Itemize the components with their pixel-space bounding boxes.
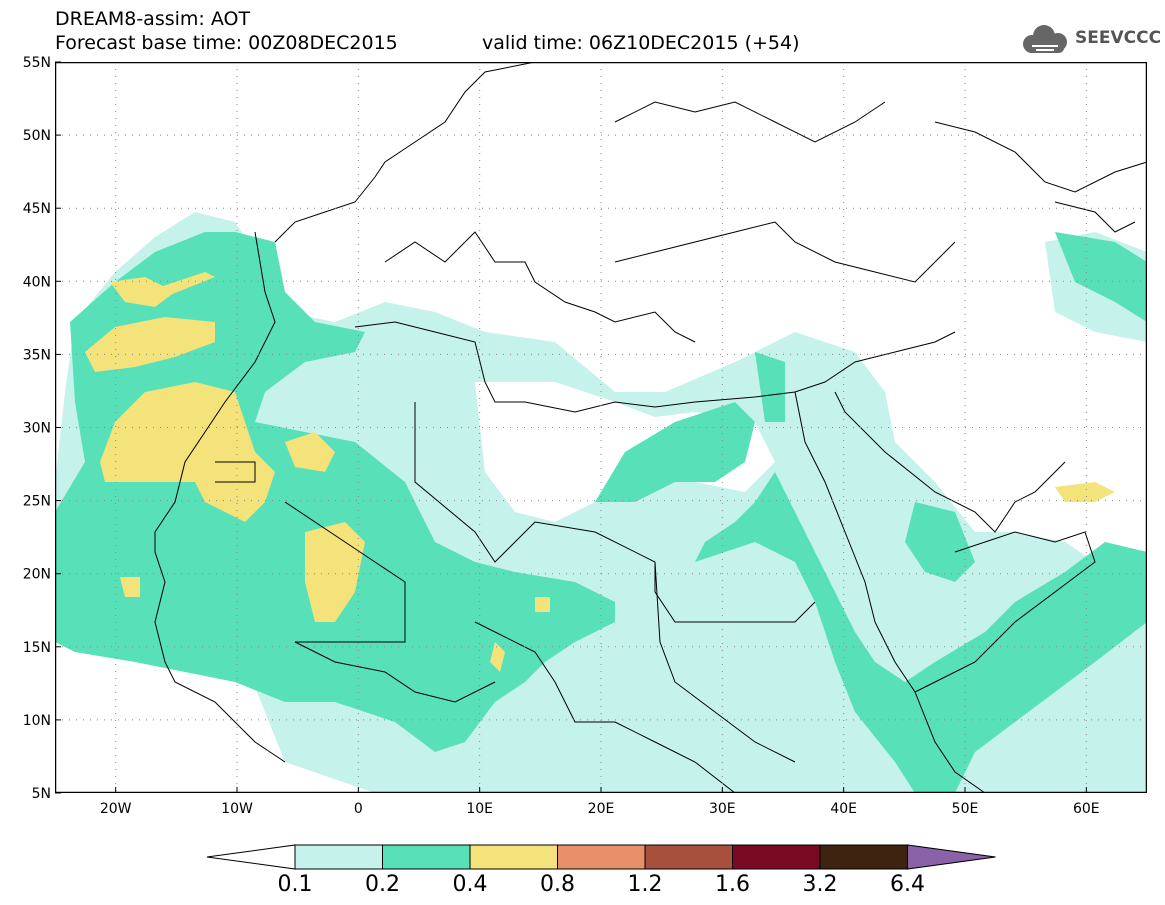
lat-tick-label: 45N [23, 201, 51, 217]
lat-tick-label: 55N [23, 55, 51, 71]
colorbar-upper-triangle [907, 844, 996, 870]
colorbar-label: 3.2 [802, 872, 838, 897]
lat-tick-label: 30N [23, 421, 51, 437]
colorbar-segment [557, 844, 646, 870]
forecast-base-time: Forecast base time: 00Z08DEC2015 [55, 32, 398, 54]
lat-tick-label: 15N [23, 640, 51, 656]
colorbar-label: 6.4 [890, 872, 925, 897]
cloud-icon [1023, 25, 1067, 53]
colorbar-lower-triangle [206, 844, 296, 870]
colorbar-segment [644, 844, 733, 870]
aot-band-0.4-0.8 [85, 272, 1115, 672]
lon-tick-label: 20E [588, 801, 615, 817]
lon-tick-label: 10W [221, 801, 253, 817]
colorbar-label: 1.2 [627, 872, 663, 897]
colorbar-label: 0.1 [277, 872, 313, 897]
colorbar-label: 1.6 [715, 872, 750, 897]
lat-tick-label: 25N [23, 494, 51, 510]
lat-tick-label: 35N [23, 347, 51, 363]
map-grid [55, 62, 1147, 793]
aot-map [55, 62, 1147, 793]
colorbar-label: 0.2 [365, 872, 400, 897]
colorbar-segment [469, 844, 558, 870]
colorbar-label: 0.8 [540, 872, 575, 897]
colorbar-segment [819, 844, 908, 870]
colorbar-label: 0.4 [452, 872, 488, 897]
lat-tick-label: 20N [23, 567, 51, 583]
lon-tick-label: 60E [1073, 801, 1100, 817]
valid-time: valid time: 06Z10DEC2015 (+54) [482, 32, 800, 54]
lon-tick-label: 50E [952, 801, 979, 817]
logo-text: SEEVCCC [1075, 28, 1162, 48]
lon-tick-label: 20W [100, 801, 132, 817]
lat-tick-label: 5N [32, 786, 51, 802]
map-title: DREAM8-assim: AOT [55, 8, 251, 30]
lon-tick-label: 10E [466, 801, 493, 817]
lon-tick-label: 30E [709, 801, 736, 817]
colorbar-segment [732, 844, 821, 870]
seevccc-logo [1023, 25, 1067, 53]
lat-tick-label: 50N [23, 128, 51, 144]
coastlines [154, 62, 1147, 793]
lat-tick-label: 40N [23, 274, 51, 290]
lon-tick-label: 40E [830, 801, 857, 817]
colorbar-segment [382, 844, 471, 870]
lat-tick-label: 10N [23, 713, 51, 729]
colorbar-segment [294, 844, 383, 870]
lon-tick-label: 0 [354, 801, 363, 817]
